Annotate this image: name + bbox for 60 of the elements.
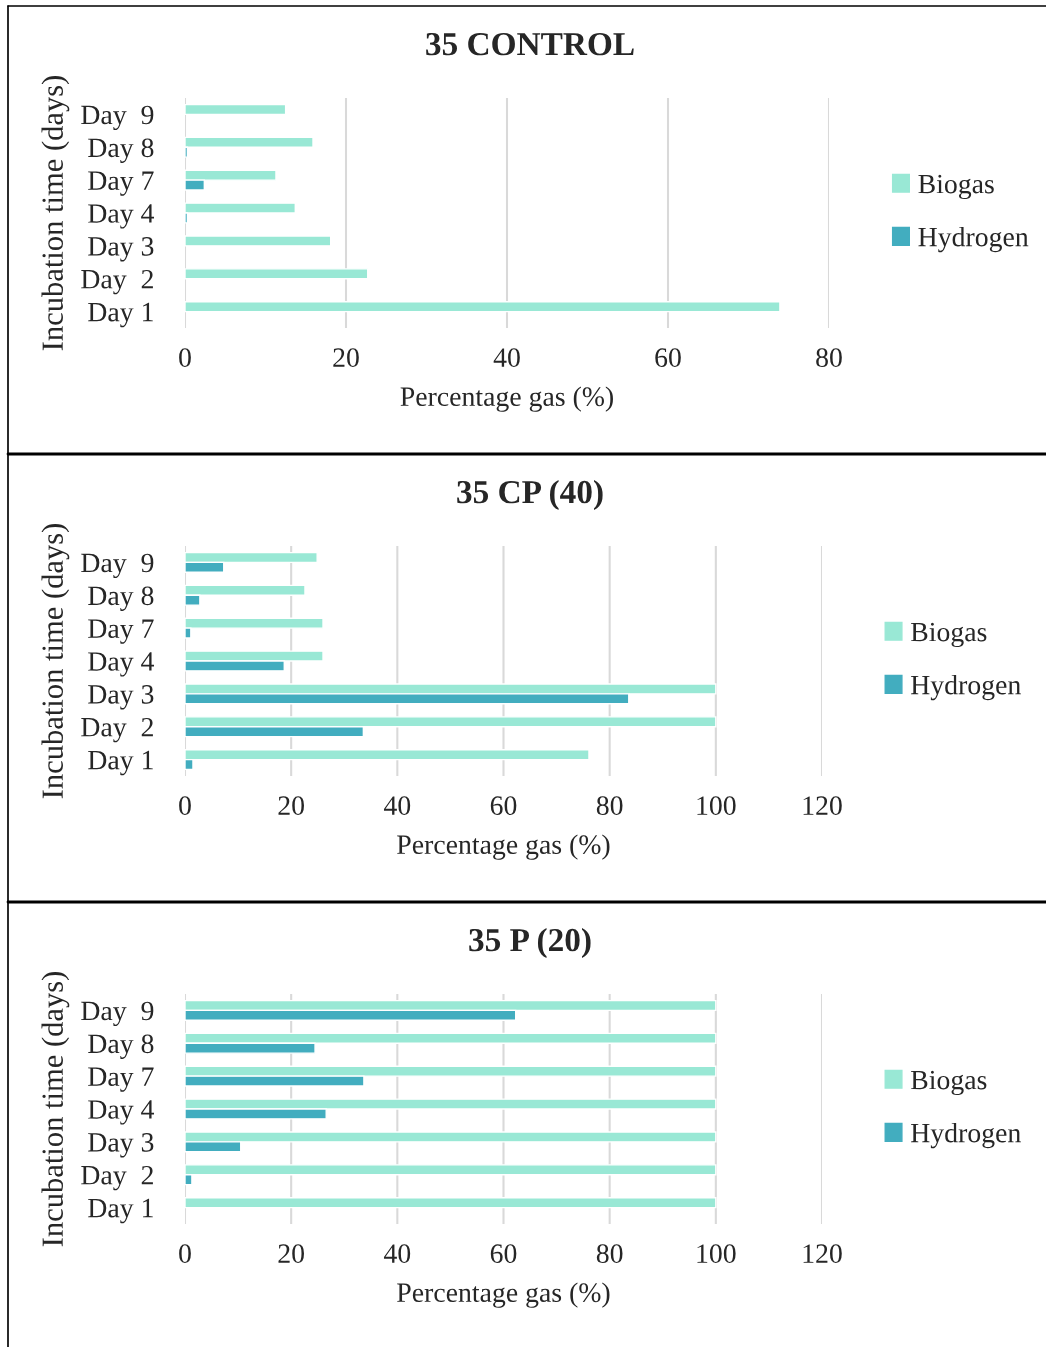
x-tick-label: 100 bbox=[697, 1244, 736, 1263]
chart-title: 35 P (20) bbox=[469, 927, 591, 959]
x-tick-label: 20 bbox=[278, 1244, 304, 1263]
x-tick-label: 100 bbox=[697, 796, 736, 815]
legend-label: Biogas bbox=[911, 1070, 987, 1096]
x-axis-title: Percentage gas (%) bbox=[397, 1282, 610, 1308]
y-axis-title: Incubation time (days) bbox=[41, 972, 70, 1247]
y-tick-label: Day 8 bbox=[88, 586, 154, 611]
y-tick-label: Day 1 bbox=[88, 302, 153, 328]
x-tick-label: 40 bbox=[383, 796, 411, 815]
x-tick-label: 20 bbox=[333, 348, 359, 367]
y-tick-label: Day 7 bbox=[88, 619, 154, 644]
y-axis-title: Incubation time (days) bbox=[41, 524, 70, 799]
y-tick-label: Day 9 bbox=[81, 553, 154, 579]
y-tick-label: Day 9 bbox=[81, 105, 154, 131]
bar bbox=[185, 235, 332, 247]
y-tick-label: Day 8 bbox=[88, 138, 154, 163]
y-tick-label: Day 4 bbox=[88, 204, 155, 229]
legend-label: Hydrogen bbox=[911, 674, 1021, 701]
legend-label: Biogas bbox=[918, 174, 994, 200]
y-tick-label: Day 1 bbox=[88, 1198, 153, 1224]
bar bbox=[185, 1197, 717, 1209]
x-tick-label: 60 bbox=[655, 348, 681, 367]
x-tick-label: 40 bbox=[493, 348, 520, 367]
x-tick-label: 0 bbox=[179, 1244, 191, 1263]
x-tick-label: 80 bbox=[596, 796, 623, 815]
y-tick-label: Day 3 bbox=[88, 1133, 154, 1158]
chart-title: 35 CONTROL bbox=[426, 32, 634, 56]
y-tick-label: Day 4 bbox=[88, 652, 155, 677]
y-tick-label: Day 3 bbox=[88, 685, 154, 710]
legend-label: Hydrogen bbox=[911, 1122, 1021, 1149]
legend-label: Biogas bbox=[911, 622, 987, 648]
y-tick-label: Day 2 bbox=[81, 717, 153, 743]
y-tick-label: Day 9 bbox=[81, 1001, 154, 1027]
x-tick-label: 120 bbox=[803, 796, 842, 815]
x-axis-title: Percentage gas (%) bbox=[400, 386, 613, 412]
y-tick-label: Day 3 bbox=[88, 237, 154, 262]
x-tick-label: 60 bbox=[490, 796, 517, 815]
x-tick-label: 60 bbox=[490, 1244, 517, 1263]
y-tick-label: Day 2 bbox=[81, 1165, 153, 1191]
y-tick-label: Day 4 bbox=[88, 1100, 155, 1125]
x-tick-label: 80 bbox=[816, 348, 842, 367]
x-tick-label: 80 bbox=[596, 1244, 623, 1263]
x-tick-label: 20 bbox=[278, 796, 304, 815]
y-tick-label: Day 2 bbox=[81, 269, 153, 295]
legend-label: Hydrogen bbox=[918, 226, 1029, 253]
chart-title: 35 CP (40) bbox=[457, 479, 603, 511]
x-tick-label: 0 bbox=[179, 796, 191, 815]
x-axis-title: Percentage gas (%) bbox=[397, 834, 610, 860]
y-tick-label: Day 7 bbox=[88, 171, 154, 196]
x-tick-label: 40 bbox=[383, 1244, 411, 1263]
bar bbox=[185, 301, 781, 313]
x-tick-label: 0 bbox=[179, 348, 191, 367]
y-tick-label: Day 8 bbox=[88, 1034, 154, 1059]
y-tick-label: Day 7 bbox=[88, 1067, 154, 1092]
bar bbox=[185, 268, 369, 280]
x-tick-label: 120 bbox=[803, 1244, 842, 1263]
y-tick-label: Day 1 bbox=[88, 750, 153, 776]
y-axis-title: Incubation time (days) bbox=[41, 76, 70, 351]
bar bbox=[185, 103, 287, 116]
